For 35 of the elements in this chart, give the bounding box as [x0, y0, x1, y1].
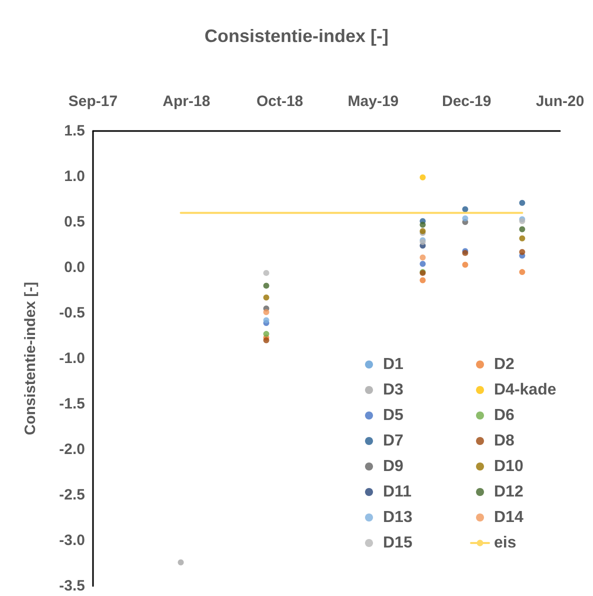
y-tick-label: 1.0 [64, 168, 85, 185]
y-tick-label: -3.5 [59, 578, 85, 594]
y-tick-label: 0.5 [64, 214, 85, 230]
legend-label: D12 [494, 484, 524, 500]
y-tick-label: -2.0 [59, 441, 85, 458]
y-tick-label: -3.0 [59, 532, 85, 549]
legend-label: D8 [494, 432, 515, 450]
x-tick-label: Sep-17 [68, 93, 118, 110]
x-tick-label: Jun-20 [536, 93, 584, 110]
y-tick-label: -0.5 [59, 304, 85, 322]
legend-label: D15 [383, 534, 412, 552]
legend-label: D6 [494, 407, 515, 424]
legend-label: D9 [383, 458, 404, 475]
y-tick-label: -2.5 [59, 486, 85, 504]
y-axis-title: Consistentie-index [-] [22, 282, 39, 436]
x-tick-label: Apr-18 [162, 93, 210, 110]
x-tick-label: Dec-19 [442, 93, 492, 110]
legend-label: D1 [383, 356, 404, 373]
y-tick-label: 0.0 [64, 259, 85, 276]
legend-label: D11 [383, 484, 412, 500]
chart-title: Consistentie-index [-] [204, 26, 389, 46]
legend-label: D10 [494, 458, 524, 475]
y-tick-label: 1.5 [64, 122, 85, 140]
legend-label: D7 [383, 432, 404, 450]
legend-label: D13 [383, 509, 412, 526]
legend-label: eis [494, 534, 516, 552]
legend-label: D3 [383, 382, 404, 398]
legend-label: D14 [494, 509, 524, 526]
legend-label: D2 [494, 356, 515, 373]
x-tick-label: Oct-18 [256, 93, 304, 110]
y-tick-label: -1.5 [59, 396, 85, 412]
legend-label: D5 [383, 407, 404, 424]
legend-label: D4-kade [494, 382, 556, 398]
y-tick-label: -1.0 [59, 350, 85, 367]
x-tick-label: May-19 [348, 93, 399, 110]
